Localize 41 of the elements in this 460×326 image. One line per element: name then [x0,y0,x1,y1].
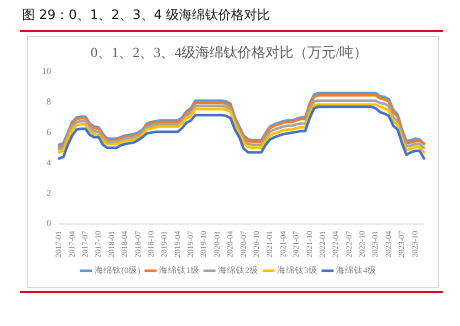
x-tick-label: 2018-10 [146,230,156,258]
x-tick-label: 2021-10 [304,230,314,258]
x-tick-label: 2017-07 [80,230,90,258]
legend-label: 海绵钛(0级) [94,264,140,275]
x-tick-label: 2017-10 [94,230,103,258]
x-tick-label: 2017-01 [54,230,64,258]
chart-title: 0、1、2、3、4级海绵钛价格对比（万元/吨） [90,45,368,62]
x-tick-label: 2020-04 [226,230,235,258]
y-tick-label: 2 [46,188,51,198]
legend-label: 海绵钛3级 [277,264,318,275]
x-tick-label: 2022-01 [318,230,327,258]
x-tick-label: 2018-01 [106,230,116,258]
x-tick-label: 2023-01 [370,230,380,258]
x-tick-label: 2023-10 [410,230,420,258]
y-tick-label: 6 [46,126,52,137]
x-tick-label: 2019-01 [160,230,169,258]
y-tick-label: 8 [46,96,52,107]
caption: 图 29：0、1、2、3、4 级海绵钛价格对比 [22,7,270,24]
x-tick-label: 2020-07 [238,230,248,258]
x-tick-label: 2022-04 [331,230,340,258]
y-tick-label: 4 [46,157,52,168]
x-tick-label: 2019-10 [199,230,208,258]
x-tick-label: 2019-07 [186,230,196,258]
y-tick-label: 0 [46,218,52,228]
legend-label: 海绵钛4级 [336,264,376,275]
y-tick-label: 10 [42,66,52,76]
legend-label: 海绵钛1级 [159,264,200,275]
x-tick-label: 2022-07 [344,230,354,258]
x-tick-label: 2021-01 [265,230,274,258]
x-tick-label: 2023-07 [397,230,406,258]
x-tick-label: 2021-04 [278,230,288,258]
x-tick-label: 2018-04 [120,230,130,258]
x-tick-label: 2020-10 [252,230,261,258]
x-tick-label: 2019-04 [172,230,182,258]
x-tick-label: 2018-07 [133,230,142,258]
legend-label: 海绵钛2级 [218,264,258,275]
x-tick-label: 2023-04 [384,230,393,258]
x-tick-label: 2020-01 [212,230,222,258]
x-tick-label: 2021-07 [292,230,301,258]
x-tick-label: 2017-04 [67,230,76,258]
x-tick-label: 2022-10 [358,230,367,258]
